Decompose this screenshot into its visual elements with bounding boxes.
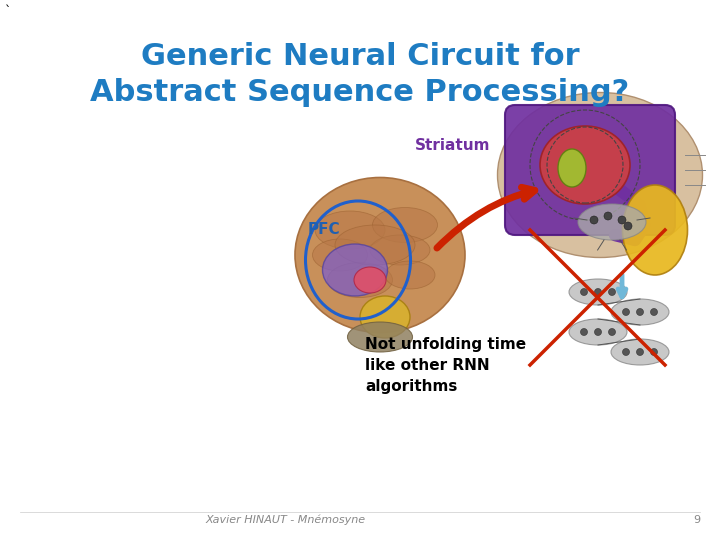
Circle shape [580, 328, 588, 335]
Ellipse shape [370, 235, 430, 265]
Circle shape [590, 216, 598, 224]
Ellipse shape [558, 149, 586, 187]
Circle shape [623, 348, 629, 355]
Circle shape [624, 222, 632, 230]
Text: Generic Neural Circuit for: Generic Neural Circuit for [140, 42, 580, 71]
Circle shape [608, 288, 616, 295]
Text: Abstract Sequence Processing?: Abstract Sequence Processing? [91, 78, 629, 107]
Ellipse shape [569, 319, 627, 345]
Ellipse shape [335, 225, 415, 265]
Circle shape [604, 212, 612, 220]
Circle shape [595, 328, 601, 335]
Circle shape [618, 216, 626, 224]
Ellipse shape [295, 178, 465, 333]
Circle shape [650, 308, 657, 315]
Ellipse shape [372, 207, 438, 242]
Circle shape [608, 328, 616, 335]
Ellipse shape [498, 92, 703, 258]
Text: 9: 9 [693, 515, 700, 525]
Ellipse shape [569, 279, 627, 305]
Text: Not unfolding time
like other RNN
algorithms: Not unfolding time like other RNN algori… [365, 336, 526, 394]
Ellipse shape [385, 261, 435, 289]
Ellipse shape [354, 267, 386, 293]
Circle shape [636, 308, 644, 315]
Ellipse shape [611, 339, 669, 365]
Ellipse shape [312, 239, 367, 271]
Ellipse shape [611, 299, 669, 325]
Circle shape [636, 348, 644, 355]
Ellipse shape [360, 296, 410, 338]
Ellipse shape [323, 244, 387, 296]
Text: `: ` [5, 5, 12, 18]
Text: Xavier HINAUT - Mnémosyne: Xavier HINAUT - Mnémosyne [205, 515, 365, 525]
Text: PFC: PFC [308, 222, 341, 238]
Ellipse shape [348, 322, 413, 352]
Circle shape [580, 288, 588, 295]
Ellipse shape [328, 262, 392, 298]
Ellipse shape [623, 185, 688, 275]
Circle shape [623, 308, 629, 315]
Circle shape [595, 288, 601, 295]
Circle shape [650, 348, 657, 355]
Ellipse shape [315, 211, 385, 249]
FancyBboxPatch shape [505, 105, 675, 235]
Ellipse shape [578, 204, 646, 240]
Ellipse shape [540, 126, 630, 204]
Text: Striatum: Striatum [415, 138, 490, 152]
